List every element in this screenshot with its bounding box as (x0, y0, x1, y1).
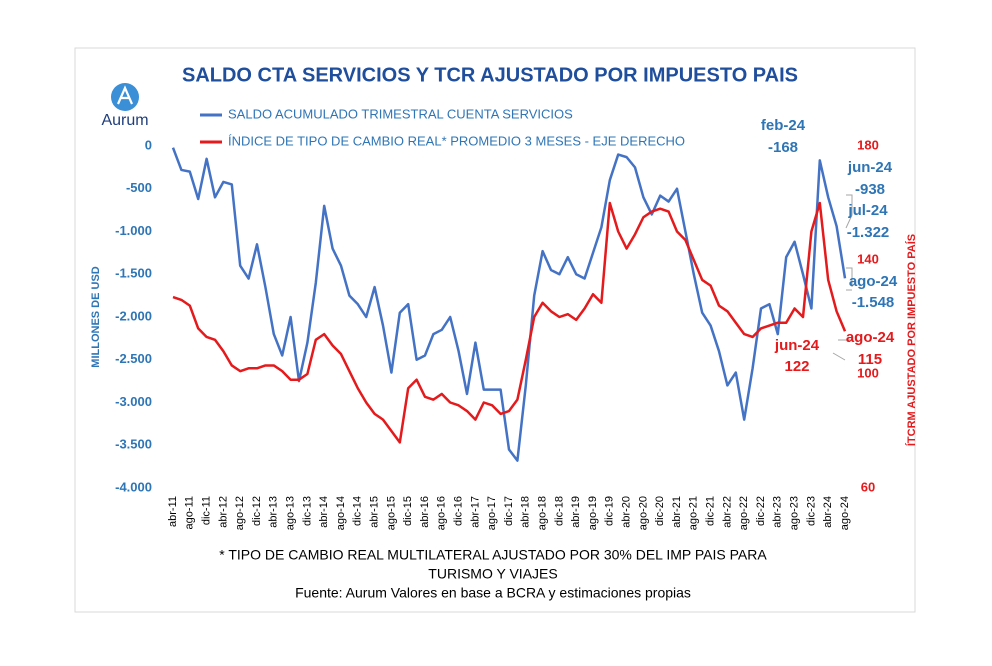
x-tick-label: dic-23 (805, 496, 817, 526)
y-tick-label: 0 (145, 137, 152, 152)
x-tick-label: dic-22 (755, 496, 767, 526)
legend-label: SALDO ACUMULADO TRIMESTRAL CUENTA SERVIC… (228, 106, 573, 121)
footnote: * TIPO DE CAMBIO REAL MULTILATERAL AJUST… (219, 547, 767, 563)
x-tick-label: ago-17 (486, 496, 498, 530)
logo-glyph (116, 85, 134, 105)
x-tick-label: abr-22 (721, 496, 733, 528)
annotation-value: -1.548 (852, 294, 895, 311)
footnote: Fuente: Aurum Valores en base a BCRA y e… (295, 585, 691, 601)
x-tick-label: dic-19 (604, 496, 616, 526)
x-tick-label: dic-16 (453, 496, 465, 526)
y-tick-label: -500 (126, 180, 152, 195)
x-tick-label: ago-15 (385, 496, 397, 530)
x-tick-label: ago-19 (587, 496, 599, 530)
x-tick-label: ago-11 (184, 496, 196, 529)
x-tick-label: abr-14 (318, 496, 330, 528)
y-tick-label: -2.000 (115, 308, 152, 323)
series-line (172, 201, 847, 444)
x-tick-label: abr-20 (621, 496, 633, 528)
y-axis-title: MILLONES DE USD (90, 266, 102, 368)
leader-lines (832, 194, 853, 361)
chart-title: SALDO CTA SERVICIOS Y TCR AJUSTADO POR I… (182, 64, 798, 86)
x-tick-label: dic-11 (201, 496, 213, 525)
y2-tick-label: 180 (857, 137, 879, 152)
annotation-label: ago-24 (846, 329, 895, 346)
x-tick-label: abr-13 (268, 496, 280, 528)
annotation-label: ago-24 (849, 273, 898, 290)
x-tick-label: abr-21 (671, 496, 683, 528)
x-tick-label: dic-12 (251, 496, 263, 526)
y-tick-label: -1.000 (115, 223, 152, 238)
x-tick-label: ago-14 (335, 496, 347, 530)
y-tick-label: -1.500 (115, 266, 152, 281)
annotation-value: -938 (855, 181, 885, 198)
annotation-value: 122 (784, 358, 809, 375)
legend-label: ÍNDICE DE TIPO DE CAMBIO REAL* PROMEDIO … (228, 133, 685, 148)
x-tick-label: dic-14 (352, 496, 364, 526)
x-tick-label: abr-23 (772, 496, 784, 528)
x-tick-label: ago-16 (436, 496, 448, 530)
footnote: TURISMO Y VIAJES (428, 566, 557, 582)
y-tick-label: -3.000 (115, 394, 152, 409)
x-tick-label: ago-22 (738, 496, 750, 530)
annotation-label: jul-24 (847, 202, 888, 219)
annotation-value: -168 (768, 139, 798, 156)
x-tick-label: abr-19 (570, 496, 582, 528)
x-tick-label: ago-23 (789, 496, 801, 530)
x-tick-label: abr-17 (469, 496, 481, 528)
x-tick-label: dic-15 (402, 496, 414, 526)
x-tick-label: dic-17 (503, 496, 515, 526)
x-tick-label: abr-11 (167, 496, 179, 527)
x-tick-label: ago-18 (537, 496, 549, 530)
annotation-label: jun-24 (774, 337, 820, 354)
y-tick-label: -2.500 (115, 351, 152, 366)
leader-line (832, 194, 853, 361)
logo-text: Aurum (101, 112, 148, 129)
x-tick-label: abr-16 (419, 496, 431, 528)
annotation-label: jun-24 (847, 159, 893, 176)
y2-tick-label: 140 (857, 251, 879, 266)
y-tick-label: -4.000 (115, 479, 152, 494)
x-tick-label: dic-13 (301, 496, 313, 526)
annotation-value: 115 (858, 351, 882, 368)
y2-axis-title: ÍTCRM AJUSTADO POR IMPUESTO PAÍS (905, 234, 918, 446)
x-tick-label: abr-18 (520, 496, 532, 528)
x-tick-label: ago-24 (839, 496, 851, 530)
x-tick-label: dic-18 (553, 496, 565, 526)
x-tick-label: ago-21 (688, 496, 700, 530)
x-tick-label: ago-13 (285, 496, 297, 530)
x-tick-label: abr-12 (217, 496, 229, 528)
y-tick-label: -3.500 (115, 437, 152, 452)
annotation-value: -1.322 (847, 224, 890, 241)
x-tick-label: dic-20 (654, 496, 666, 526)
x-tick-label: ago-12 (234, 496, 246, 530)
annotation-label: feb-24 (761, 117, 806, 134)
y2-tick-label: 100 (857, 365, 879, 380)
y2-tick-label: 60 (861, 479, 875, 494)
x-tick-label: ago-20 (637, 496, 649, 530)
x-tick-label: abr-24 (822, 496, 834, 528)
x-tick-label: dic-21 (705, 496, 717, 526)
x-tick-label: abr-15 (369, 496, 381, 528)
series-line (171, 147, 847, 462)
logo: Aurum (101, 83, 149, 129)
